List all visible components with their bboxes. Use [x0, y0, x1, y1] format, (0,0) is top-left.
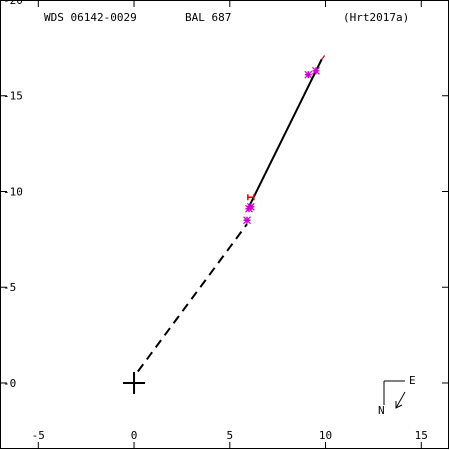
observation-point: [312, 66, 320, 75]
reference-label: (Hrt2017a): [343, 11, 409, 24]
x-tick-label: 0: [131, 429, 138, 442]
x-tick-label: 15: [415, 429, 428, 442]
observation-point: [243, 216, 251, 225]
observation-point: [304, 70, 313, 79]
y-tick-label: -5: [3, 281, 16, 294]
y-tick-label: -20: [3, 0, 23, 7]
observation-mark: [246, 202, 255, 211]
wds-id-label: WDS 06142-0029: [44, 11, 137, 24]
orbit-dashed-line: [137, 223, 248, 373]
x-tick-label: -5: [32, 429, 45, 442]
y-tick-label: -10: [3, 185, 23, 198]
observation-point: [246, 202, 255, 211]
orbit-solid-line: [248, 58, 323, 208]
residual-line: [321, 55, 326, 60]
x-tick-label: 5: [226, 429, 233, 442]
orbit-layer: [137, 58, 323, 373]
observation-mark: [304, 70, 313, 79]
discoverer-label: BAL 687: [185, 11, 231, 24]
observations-layer: [123, 55, 326, 394]
motion-arrow-head-icon: [395, 401, 403, 409]
compass-north-label: N: [378, 404, 385, 417]
y-tick-label: -0: [3, 377, 16, 390]
compass-east-label: E: [409, 374, 416, 387]
latest-measure-marker: [247, 194, 255, 201]
compass: N E: [378, 374, 416, 417]
observation-mark: [243, 216, 251, 225]
observation-mark: [312, 66, 320, 75]
y-tick-label: -15: [3, 90, 23, 103]
x-tick-label: 10: [319, 429, 332, 442]
motion-arrow: [395, 391, 406, 409]
